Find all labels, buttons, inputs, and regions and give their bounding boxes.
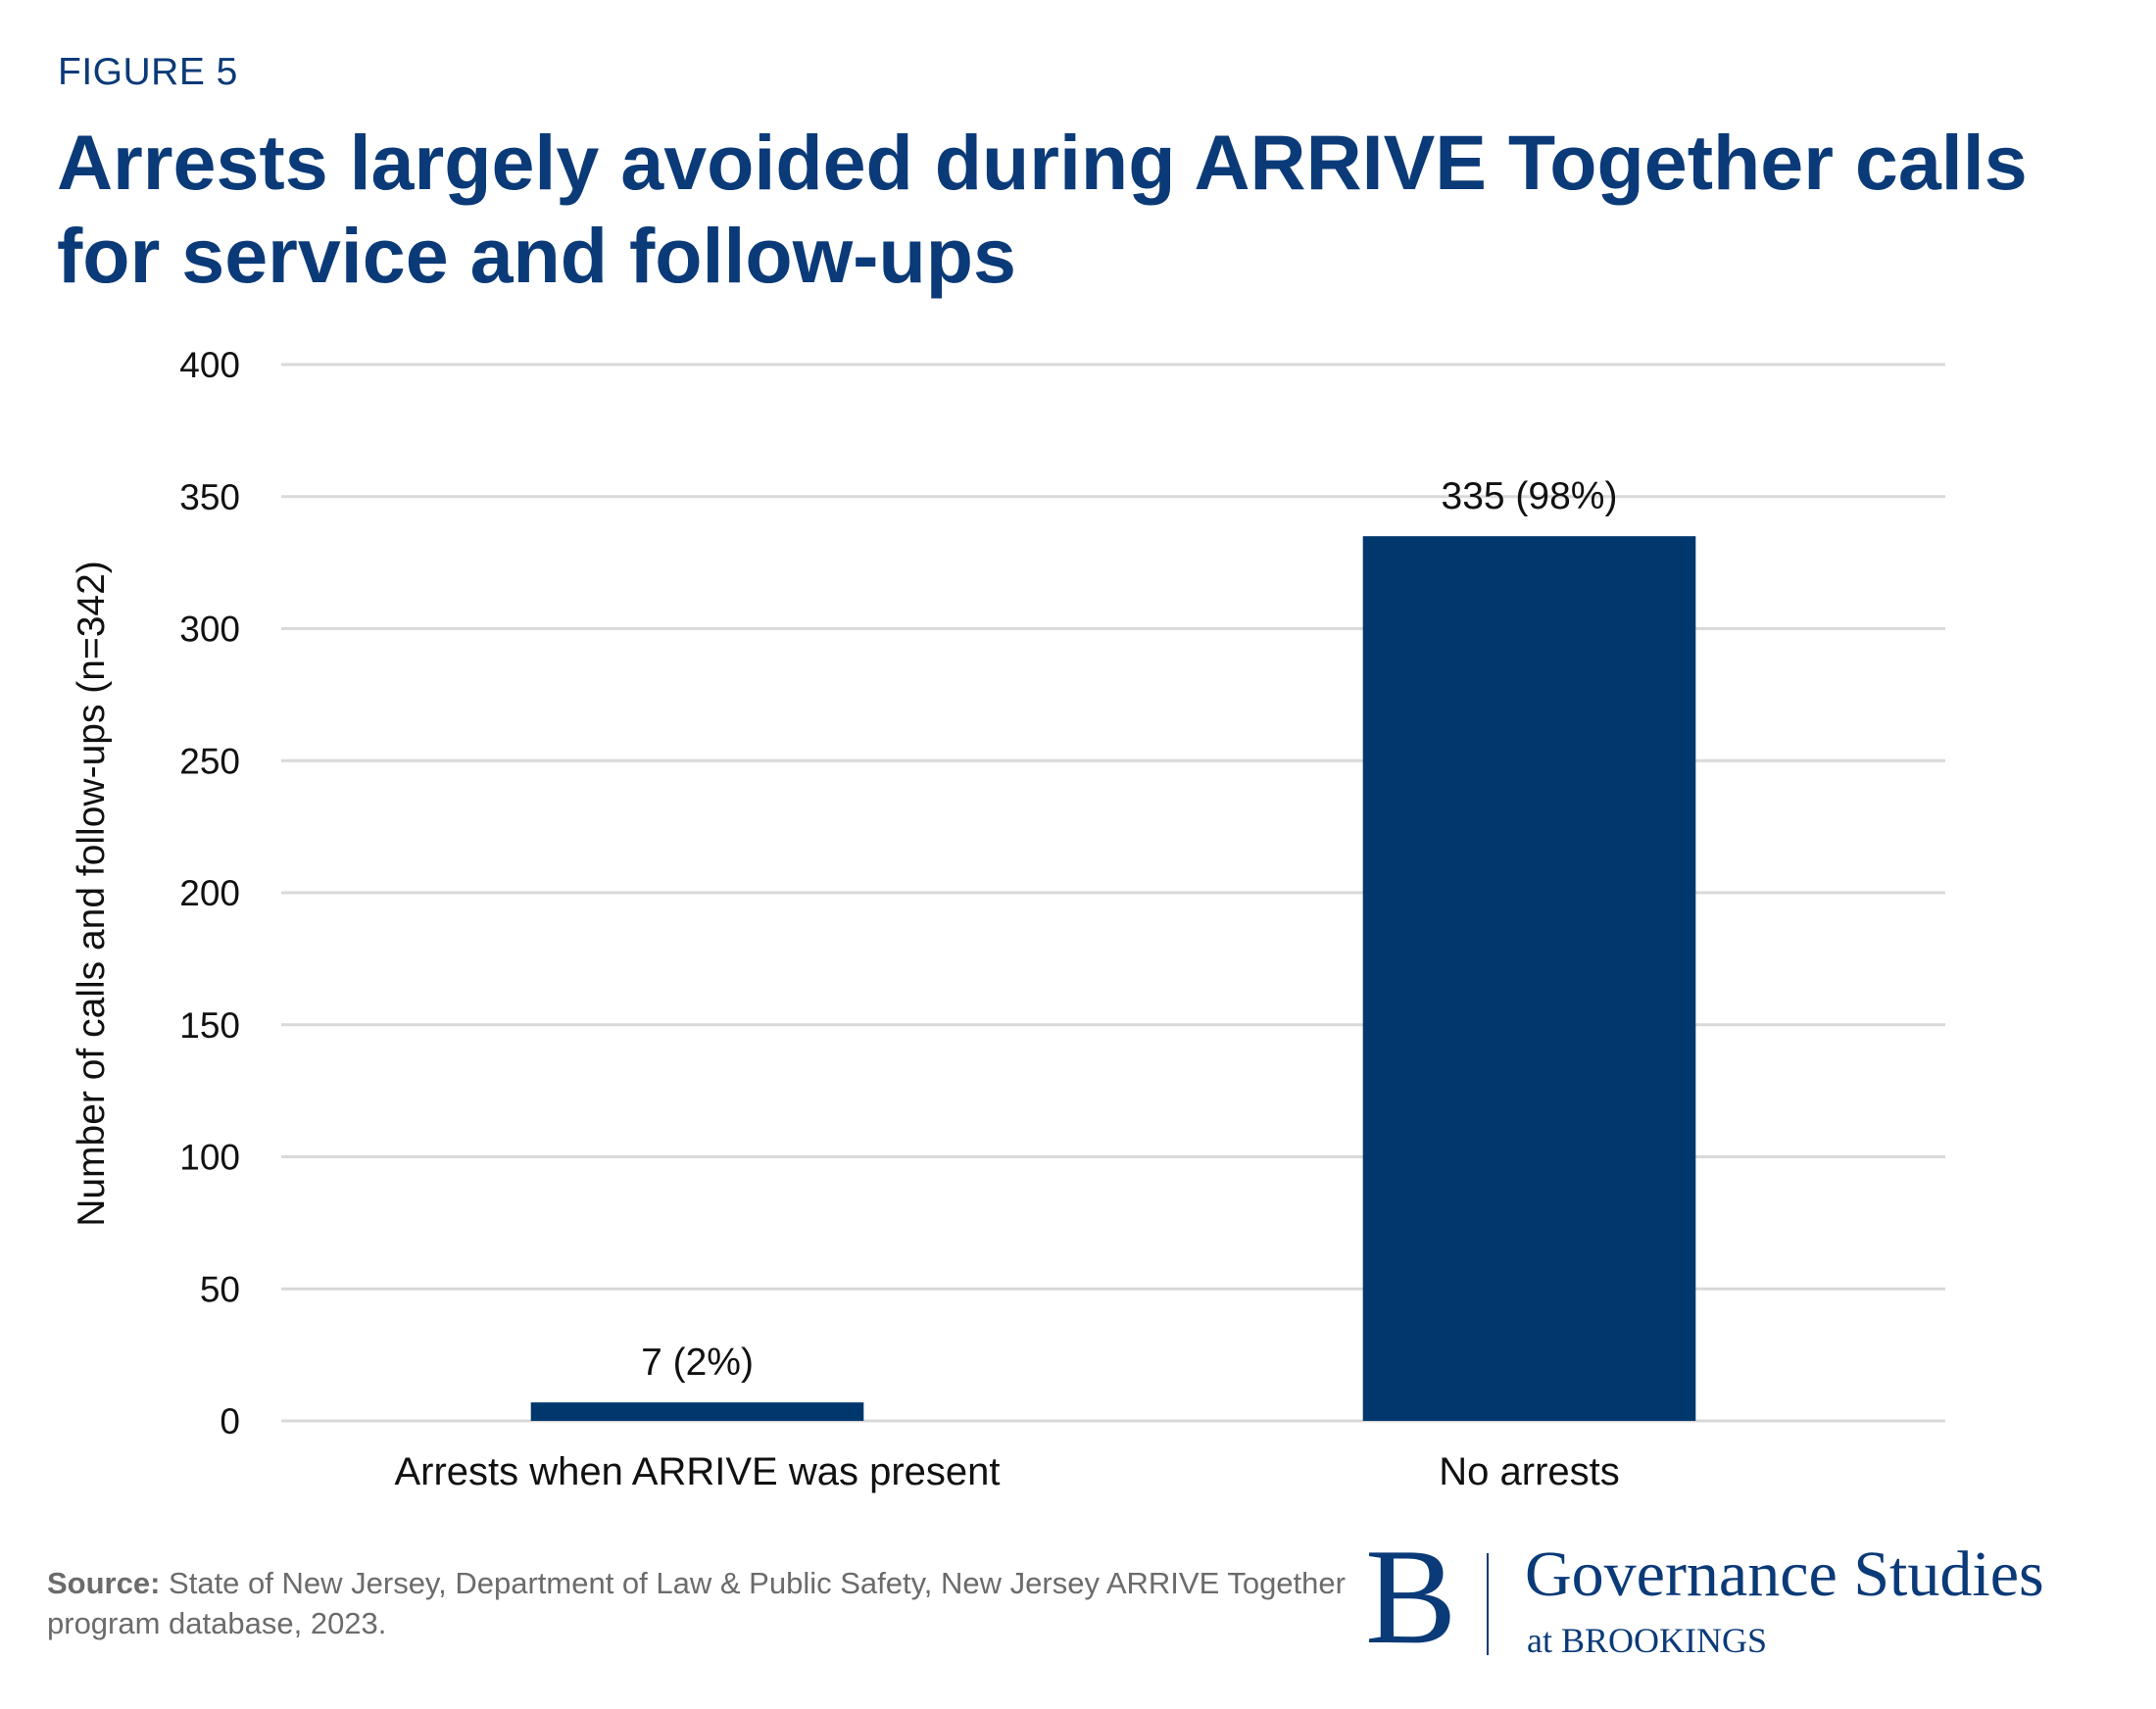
x-tick-label: Arrests when ARRIVE was present: [394, 1450, 1000, 1493]
y-tick-label: 0: [220, 1401, 240, 1441]
y-tick-label: 100: [179, 1138, 240, 1178]
y-tick-label: 200: [179, 873, 240, 913]
bar: [1362, 536, 1696, 1421]
brookings-logo-mark: B: [1365, 1521, 1457, 1673]
y-tick-label: 400: [179, 345, 240, 385]
y-tick-label: 300: [179, 610, 240, 650]
source-note: Source: State of New Jersey, Department …: [47, 1563, 1360, 1643]
y-tick-label: 50: [200, 1269, 240, 1309]
data-label: 335 (98%): [1442, 475, 1618, 517]
y-tick-label: 250: [179, 741, 240, 781]
logo-divider: [1487, 1553, 1489, 1655]
data-label: 7 (2%): [641, 1342, 754, 1384]
bar: [530, 1402, 864, 1421]
logo-name: Governance Studies: [1525, 1538, 2044, 1610]
source-text: State of New Jersey, Department of Law &…: [47, 1566, 1346, 1640]
logo-subtitle: at BROOKINGS: [1527, 1621, 1768, 1660]
bar-chart: 0 50 100 150 200 250 300 350 400 Number of calls …: [71, 345, 1945, 1493]
source-label: Source:: [47, 1566, 161, 1600]
figure-label: FIGURE 5: [58, 51, 238, 93]
chart-title: Arrests largely avoided during ARRIVE To…: [57, 119, 2028, 299]
x-tick-label: No arrests: [1439, 1450, 1620, 1493]
y-tick-label: 150: [179, 1005, 240, 1046]
y-tick-label: 350: [179, 477, 240, 517]
y-axis-label: Number of calls and follow-ups (n=342): [71, 561, 113, 1227]
